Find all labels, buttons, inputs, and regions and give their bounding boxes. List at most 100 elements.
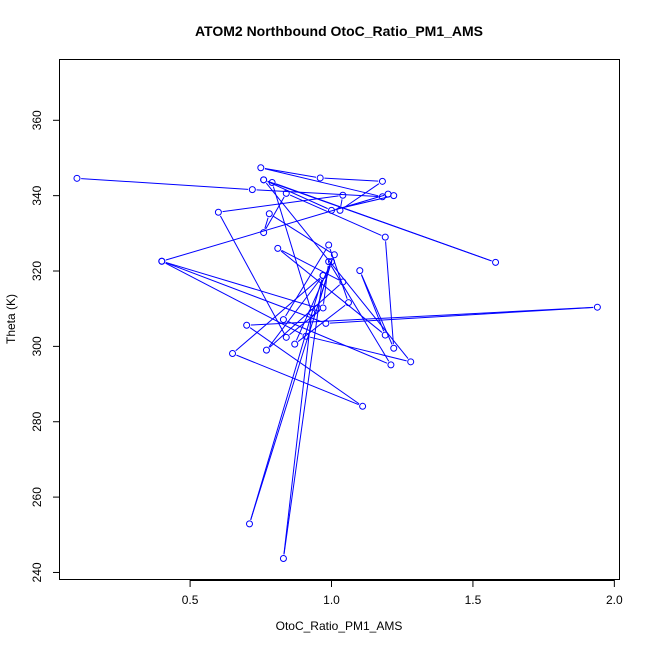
series-segment (249, 327, 360, 405)
series-segment (272, 186, 311, 309)
data-point (260, 176, 268, 184)
data-point (322, 319, 330, 327)
data-point (336, 206, 344, 214)
series-segment (295, 258, 334, 341)
series-segment (361, 274, 393, 345)
series-segment (267, 180, 492, 262)
data-point (325, 241, 333, 249)
data-point (313, 304, 321, 312)
data-point (492, 258, 500, 266)
data-point (330, 251, 338, 259)
series-segment (340, 199, 343, 207)
data-point (344, 299, 352, 307)
data-point (339, 191, 347, 199)
data-point (378, 177, 386, 185)
data-point (229, 350, 237, 358)
series-segment (343, 183, 380, 209)
y-tick-label: 260 (30, 487, 44, 507)
series-segment (165, 262, 303, 335)
data-point (245, 520, 253, 528)
data-point (319, 272, 327, 280)
data-point (328, 258, 336, 266)
data-point (282, 333, 290, 341)
series-segment (310, 336, 407, 362)
series-segment (165, 262, 323, 323)
series-layer (73, 164, 601, 563)
data-point (73, 174, 81, 182)
data-point (282, 189, 290, 197)
data-point (260, 229, 268, 237)
x-axis-label: OtoC_Ratio_PM1_AMS (276, 619, 403, 633)
y-tick-label: 280 (30, 411, 44, 431)
plot-area-frame (59, 59, 620, 580)
series-segment (250, 265, 331, 520)
x-tick-label: 0.5 (182, 593, 199, 607)
y-tick-label: 360 (30, 110, 44, 130)
data-point (339, 278, 347, 286)
data-point (265, 210, 273, 218)
data-point (378, 193, 386, 201)
series-segment (285, 248, 327, 317)
series-segment (297, 304, 346, 342)
series-segment (330, 306, 594, 324)
data-point (302, 332, 310, 340)
series-segment (165, 194, 385, 261)
data-point (248, 186, 256, 194)
series-segment (264, 217, 269, 229)
data-point (158, 257, 166, 265)
data-point (390, 192, 398, 200)
series-segment (268, 278, 321, 348)
series-segment (281, 249, 340, 281)
data-point (593, 303, 601, 311)
data-point (325, 258, 333, 266)
series-segment (283, 316, 312, 555)
series-segment (256, 189, 379, 198)
series-segment (81, 178, 249, 190)
series-segment (235, 277, 321, 352)
series-segment (165, 261, 314, 308)
series-segment (330, 264, 390, 362)
y-axis-label: Theta (K) (4, 294, 18, 344)
series-segment (250, 279, 323, 520)
data-point (214, 208, 222, 216)
series-segment (236, 354, 359, 406)
x-tick-label: 1.5 (465, 593, 482, 607)
data-point (243, 321, 251, 329)
series-segment (267, 181, 328, 210)
series-segment (385, 241, 394, 345)
data-point (407, 358, 415, 366)
y-tick-label: 340 (30, 185, 44, 205)
series-segment (360, 274, 385, 332)
series-segment (265, 182, 409, 359)
y-tick-label: 300 (30, 336, 44, 356)
series-segment (219, 215, 285, 334)
data-point (262, 346, 270, 354)
data-point (359, 402, 367, 410)
series-segment (265, 196, 285, 230)
x-tick-label: 1.0 (323, 593, 340, 607)
data-point (356, 267, 364, 275)
data-point (279, 316, 287, 324)
y-axis: 240 260 280 300 320 340 360 (30, 110, 60, 582)
series-segment (269, 284, 341, 348)
chart-title: ATOM2 Northbound OtoC_Ratio_PM1_AMS (195, 23, 483, 39)
series-segment (324, 177, 379, 182)
x-axis: 0.5 1.0 1.5 2.0 (182, 580, 623, 607)
data-point (291, 340, 299, 348)
data-point (308, 308, 316, 316)
data-point (274, 244, 282, 252)
data-point (268, 178, 276, 186)
y-tick-label: 240 (30, 562, 44, 582)
data-point (390, 344, 398, 352)
series-segment (264, 168, 379, 197)
x-tick-label: 2.0 (606, 593, 623, 607)
data-point (328, 206, 336, 214)
data-point (387, 361, 395, 369)
series-segment (287, 320, 388, 364)
data-point (319, 304, 327, 312)
series-segment (272, 215, 332, 253)
data-point (279, 555, 287, 563)
series-segment (289, 194, 382, 236)
data-point (257, 164, 265, 172)
